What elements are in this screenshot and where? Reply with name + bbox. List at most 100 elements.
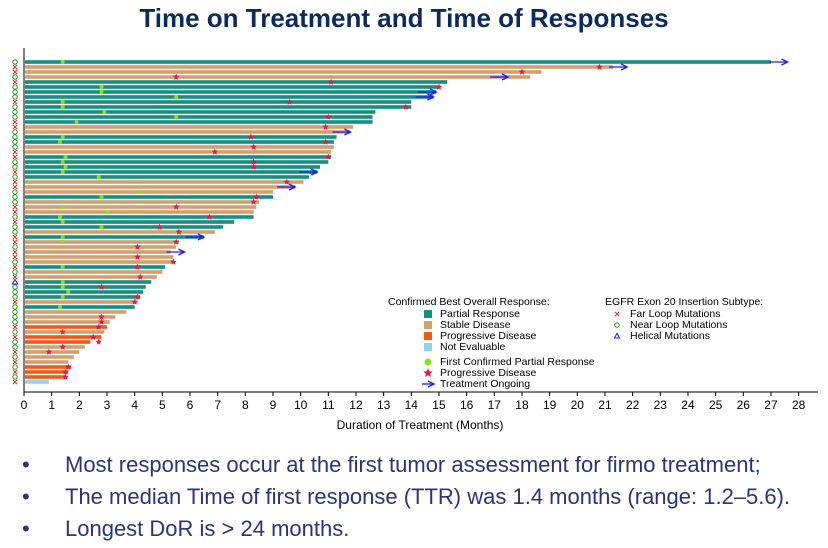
chart-title: Time on Treatment and Time of Responses: [139, 3, 668, 33]
response-legend-title: Confirmed Best Overall Response:: [388, 296, 550, 308]
first-response-marker: [60, 170, 65, 174]
subtype-marker: [12, 284, 18, 290]
subtype-marker: [12, 109, 18, 115]
bar: [25, 205, 257, 209]
x-tick-label: 12: [349, 398, 363, 412]
arrow-head: [620, 63, 629, 71]
bar: [25, 340, 91, 344]
first-response-marker: [74, 120, 79, 124]
bar: [25, 370, 69, 374]
first-response-marker: [60, 235, 65, 239]
first-response-marker: [96, 175, 101, 179]
subtype-marker: [12, 209, 18, 215]
x-tick-label: 18: [515, 398, 529, 412]
ongoing-arrow: [415, 93, 435, 101]
bar: [25, 350, 80, 354]
bar: [25, 100, 412, 104]
bar: [25, 270, 163, 274]
bar: [25, 235, 204, 239]
progression-marker: [156, 223, 163, 230]
bar: [25, 325, 107, 329]
legend-symbol: [614, 322, 620, 328]
subtype-marker: [12, 114, 18, 120]
arrow-head: [288, 183, 297, 191]
x-tick-label: 20: [571, 398, 585, 412]
legend-symbol: [422, 380, 436, 388]
progression-marker: [98, 318, 105, 325]
ongoing-arrow: [769, 58, 790, 66]
subtype-marker: [12, 289, 18, 295]
progression-marker: [253, 193, 260, 200]
bar: [25, 375, 66, 379]
x-tick-label: 19: [543, 398, 557, 412]
bar: [25, 245, 177, 249]
bar: [25, 215, 254, 219]
x-tick-label: 8: [242, 398, 249, 412]
x-tick-label: 21: [598, 398, 612, 412]
legend-label: Treatment Ongoing: [440, 378, 530, 390]
progression-marker: [98, 313, 105, 320]
bar: [25, 130, 351, 134]
subtype-marker: [11, 278, 19, 285]
bar: [25, 165, 321, 169]
subtype-marker: [12, 84, 18, 90]
ongoing-arrow: [490, 73, 510, 81]
legend-swatch: [424, 332, 432, 340]
legend-symbol: [423, 368, 433, 377]
arrow-head: [501, 73, 510, 81]
legend-label: Near Loop Mutations: [630, 319, 727, 331]
bar: [25, 320, 110, 324]
first-response-marker: [174, 95, 179, 99]
x-tick-label: 26: [737, 398, 751, 412]
legend-label: Helical Mutations: [630, 330, 710, 342]
subtype-marker: [12, 324, 18, 330]
ongoing-arrow: [185, 233, 206, 241]
bar: [25, 360, 69, 364]
bar: [25, 230, 215, 234]
progression-marker: [325, 113, 332, 120]
first-response-marker: [60, 100, 65, 104]
first-response-marker: [60, 285, 65, 289]
bar: [25, 355, 74, 359]
bar: [25, 140, 334, 144]
legend-label: Stable Disease: [440, 319, 511, 331]
ongoing-arrow: [332, 128, 352, 136]
subtype-marker: [12, 189, 18, 195]
progression-marker: [518, 68, 526, 75]
subtype-marker: [12, 229, 18, 235]
first-response-marker: [60, 160, 65, 164]
x-tick-label: 0: [21, 398, 28, 412]
ongoing-arrow: [299, 168, 319, 176]
arrow-head: [344, 128, 352, 136]
legend-label: Progressive Disease: [440, 330, 536, 342]
progression-marker: [59, 328, 66, 335]
subtype-marker: [12, 304, 18, 310]
first-response-marker: [60, 135, 65, 139]
first-response-marker: [60, 60, 65, 64]
subtype-marker: [12, 174, 18, 180]
bar: [25, 260, 174, 264]
bar: [25, 160, 329, 164]
subtype-marker: [12, 269, 18, 275]
subtype-marker: [12, 69, 18, 75]
subtype-marker: [12, 234, 18, 240]
bar: [25, 155, 332, 159]
progression-marker: [250, 143, 257, 150]
bullet-text: The median Time of first response (TTR) …: [65, 484, 790, 509]
bar: [25, 60, 771, 64]
progression-marker: [250, 198, 257, 205]
subtype-marker: [12, 239, 18, 245]
first-response-marker: [63, 155, 68, 159]
bar: [25, 85, 439, 89]
bullet-text: Longest DoR is > 24 months.: [65, 516, 349, 541]
bullet-text: Most responses occur at the first tumor …: [65, 452, 761, 477]
subtype-marker: [12, 274, 18, 280]
bar: [25, 145, 334, 149]
first-response-marker: [60, 265, 65, 269]
progression-marker: [95, 338, 102, 345]
bar: [25, 115, 373, 119]
progression-marker: [322, 138, 329, 145]
arrow-head: [178, 248, 186, 256]
subtype-marker: [12, 89, 18, 95]
subtype-marker: [12, 214, 18, 220]
